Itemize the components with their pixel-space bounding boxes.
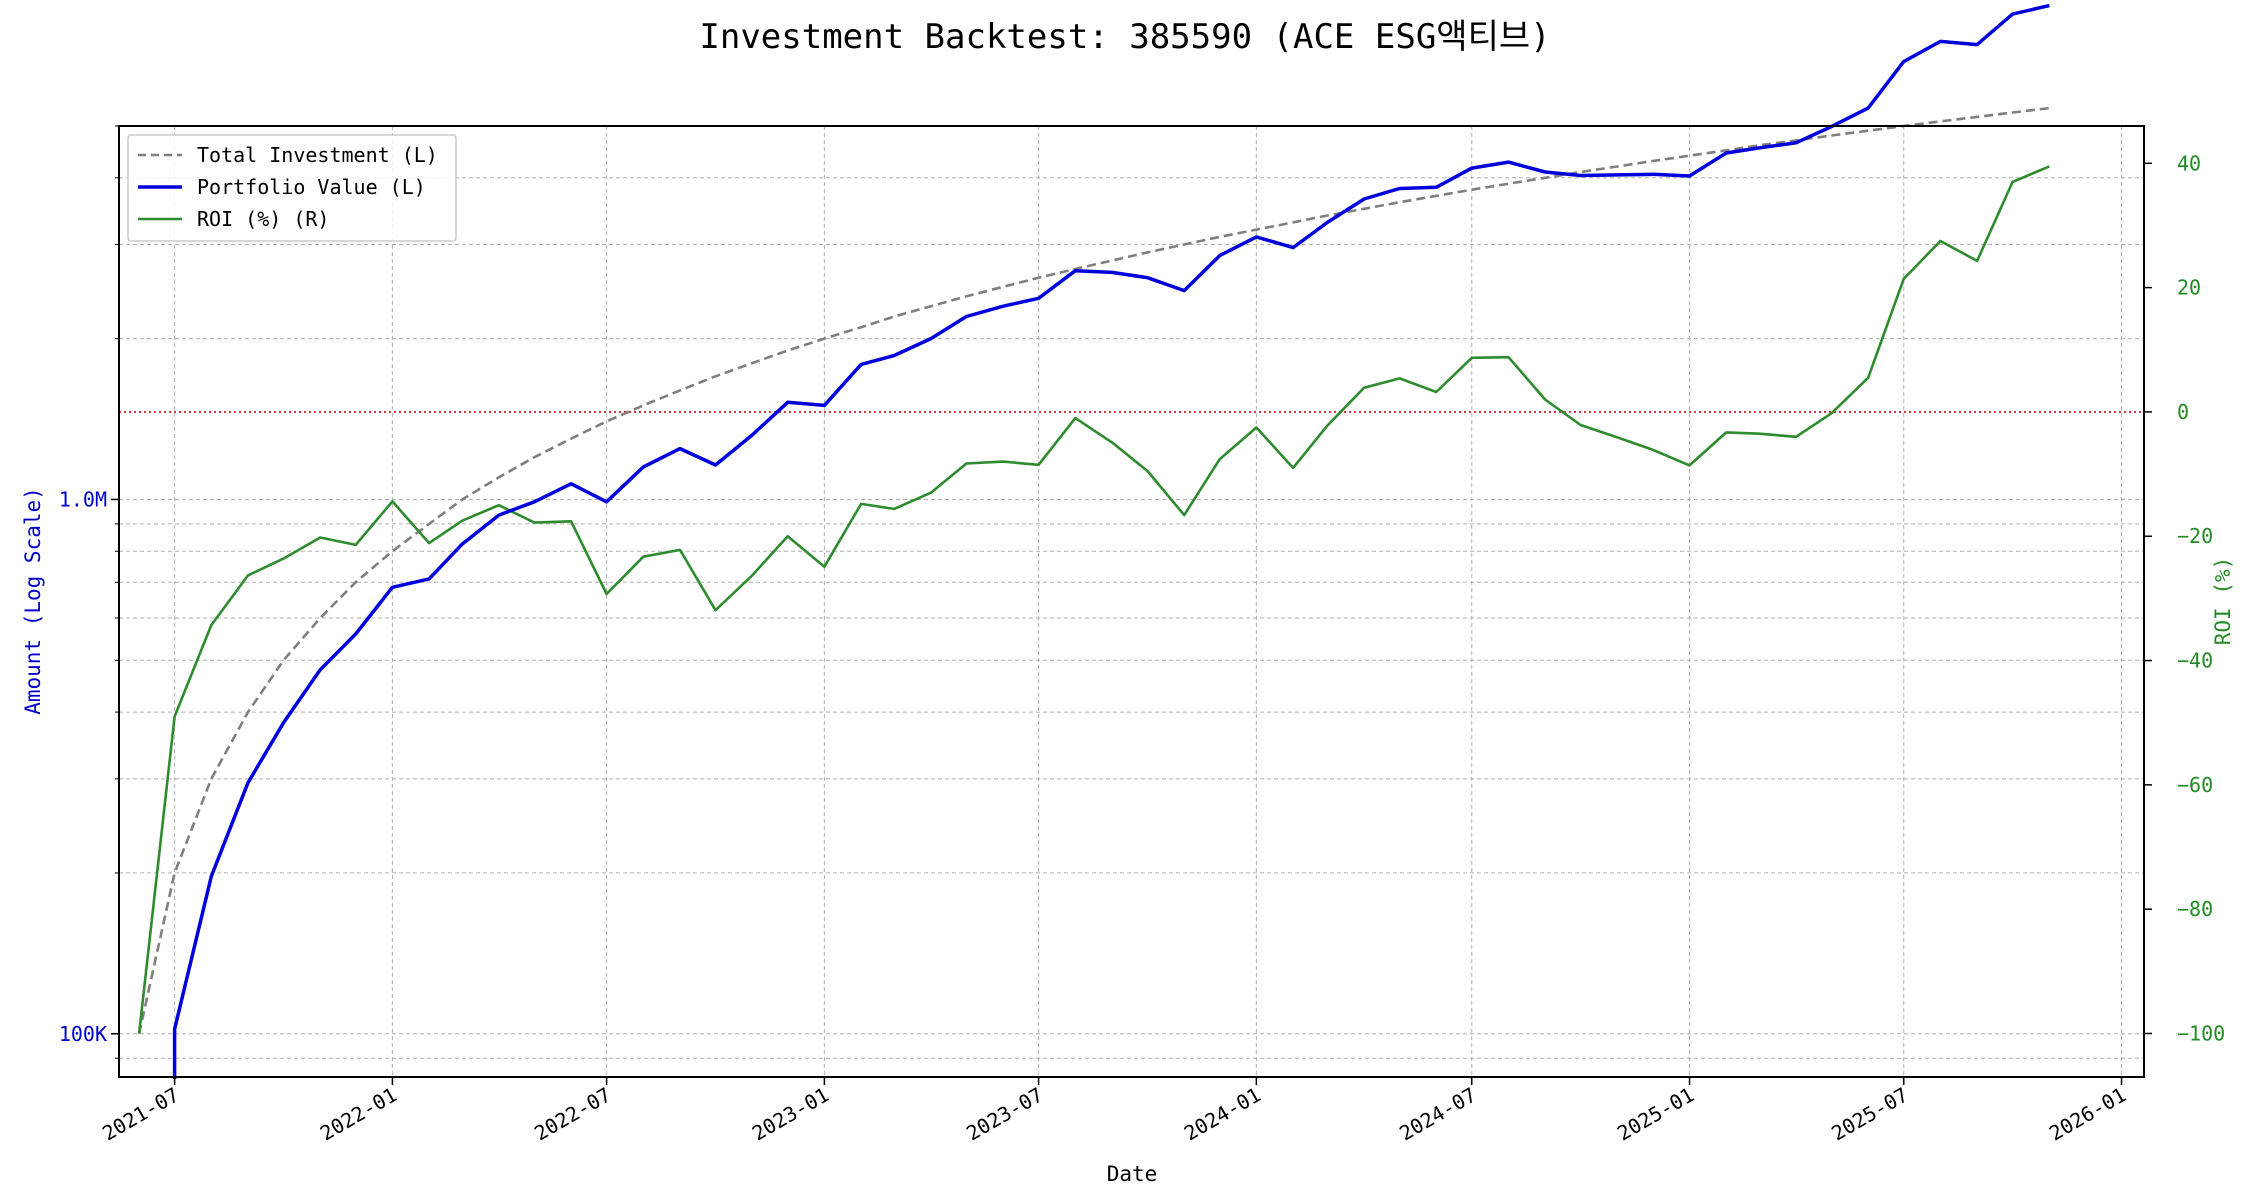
y-left-tick-label: 100K [59,1022,107,1046]
y-right-tick-label: −20 [2177,524,2213,548]
legend: Total Investment (L) Portfolio Value (L)… [127,134,457,242]
legend-box [127,134,457,242]
y-right-tick-label: 40 [2177,151,2201,175]
legend-label-portfolio-value: Portfolio Value (L) [197,175,426,199]
y-right-tick-label: −80 [2177,897,2213,921]
x-tick-label: 2025-07 [1827,1083,1912,1146]
x-tick-label: 2022-07 [530,1083,615,1146]
x-tick-label: 2023-07 [962,1083,1047,1146]
series-line-portfolio-value [172,3,2050,1079]
x-tick-label: 2021-07 [98,1083,183,1146]
series-line-total-investment [137,106,2050,1035]
x-tick-label: 2026-01 [2045,1083,2130,1146]
y-right-tick-label: 20 [2177,276,2201,300]
y-right-tick-label: 0 [2177,400,2189,424]
legend-label-total-investment: Total Investment (L) [197,143,438,167]
chart-title: Investment Backtest: 385590 (ACE ESG액티브) [699,17,1550,57]
series-line-roi [137,165,2050,1034]
x-tick-label: 2024-07 [1395,1083,1480,1146]
y-axis-left-label: Amount (Log Scale) [21,487,45,715]
x-axis-label: Date [1107,1162,1158,1186]
grid [119,125,2144,1077]
y-axis-right: 40 20 0 −20 −40 −60 −80 −100 [2144,151,2225,1045]
y-axis-right-label: ROI (%) [2211,557,2235,646]
legend-label-roi: ROI (%) (R) [197,207,329,231]
y-right-tick-label: −100 [2177,1021,2225,1045]
y-axis-left: 100K 1.0M [59,125,119,1059]
x-tick-label: 2024-01 [1180,1083,1265,1146]
plot-frame [118,125,2145,1078]
x-tick-label: 2023-01 [748,1083,833,1146]
x-axis: 2021-07 2022-01 2022-07 2023-01 2023-07 2024-… [98,1077,2130,1145]
series-layer [137,3,2050,1079]
y-right-tick-label: −40 [2177,649,2213,673]
x-tick-label: 2022-01 [316,1083,401,1146]
y-right-tick-label: −60 [2177,773,2213,797]
y-left-tick-label: 1.0M [59,487,107,511]
x-tick-label: 2025-01 [1613,1083,1698,1146]
